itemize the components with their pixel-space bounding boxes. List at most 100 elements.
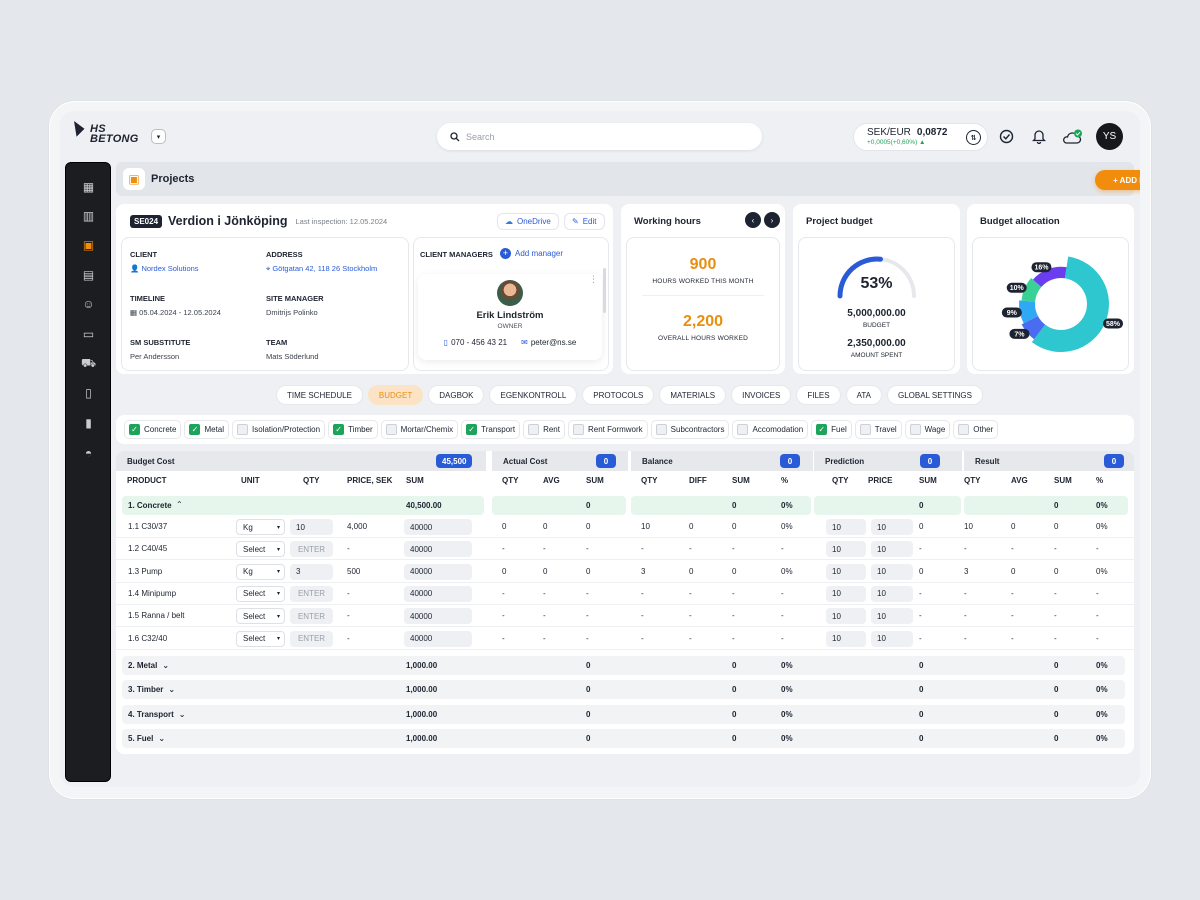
filter-isolation-protection[interactable]: Isolation/Protection — [232, 420, 326, 439]
unit-select[interactable]: Select ▾ — [236, 585, 285, 602]
onedrive-button[interactable]: ☁ OneDrive — [497, 213, 559, 230]
qty-input[interactable]: ENTER — [290, 541, 333, 558]
client-value[interactable]: 👤 Nordex Solutions — [130, 264, 199, 273]
tab-invoices[interactable]: INVOICES — [731, 385, 792, 405]
checkbox[interactable]: ✓ — [333, 424, 345, 435]
unit-select[interactable]: Select ▾ — [236, 541, 285, 558]
prediction-qty-input[interactable]: 10 — [826, 519, 866, 535]
tab-protocols[interactable]: PROTOCOLS — [582, 385, 655, 405]
donut-slice[interactable] — [1021, 315, 1046, 340]
checkbox[interactable]: ✓ — [466, 424, 478, 435]
prediction-qty-input[interactable]: 10 — [826, 608, 866, 625]
next-button[interactable]: › — [764, 212, 780, 228]
prediction-price-input[interactable]: 10 — [871, 630, 913, 647]
analytics-icon[interactable]: ▥ — [82, 208, 95, 223]
add-manager-button[interactable]: + Add manager — [500, 248, 563, 259]
tab-files[interactable]: FILES — [796, 385, 841, 405]
truck-icon[interactable]: ⛟ — [80, 355, 97, 370]
checkbox[interactable]: ✓ — [816, 424, 828, 435]
helmet-icon[interactable]: ◓ — [84, 445, 93, 460]
checkbox[interactable] — [528, 424, 540, 435]
search-input[interactable] — [466, 131, 746, 142]
filter-metal[interactable]: ✓ Metal — [184, 420, 230, 439]
filter-other[interactable]: Other — [953, 420, 999, 439]
donut-slice[interactable] — [1019, 300, 1038, 324]
address-value[interactable]: ⌖ Götgatan 42, 118 26 Stockholm — [266, 264, 378, 273]
group-row[interactable]: 5. Fuel ⌄ 1,000.00 0 0 0% 0 0 0% — [122, 728, 1125, 748]
prediction-qty-input[interactable]: 10 — [826, 630, 866, 647]
filter-transport[interactable]: ✓ Transport — [461, 420, 521, 439]
prediction-price-input[interactable]: 10 — [871, 608, 913, 625]
checkbox[interactable]: ✓ — [189, 424, 201, 435]
qty-input[interactable]: ENTER — [290, 585, 333, 602]
currency-convert-icon[interactable]: ⇅ — [966, 130, 981, 145]
prediction-price-input[interactable]: 10 — [871, 585, 913, 602]
group-row[interactable]: 4. Transport ⌄ 1,000.00 0 0 0% 0 0 0% — [122, 704, 1125, 724]
terminal-icon[interactable]: ▭ — [82, 326, 95, 341]
filter-concrete[interactable]: ✓ Concrete — [124, 420, 182, 439]
manager-phone[interactable]: ▯ 070 - 456 43 21 — [443, 338, 508, 347]
checkbox[interactable]: ✓ — [129, 424, 140, 435]
tab-dagbok[interactable]: DAGBOK — [428, 385, 485, 405]
donut-slice[interactable] — [1021, 278, 1042, 302]
prediction-price-input[interactable]: 10 — [871, 519, 913, 535]
unit-select[interactable]: Select ▾ — [236, 630, 285, 647]
filter-fuel[interactable]: ✓ Fuel — [811, 420, 852, 439]
checkbox[interactable] — [737, 424, 749, 435]
tab-time-schedule[interactable]: TIME SCHEDULE — [276, 385, 363, 405]
group-row[interactable]: 2. Metal ⌄ 1,000.00 0 0 0% 0 0 0% — [122, 656, 1125, 675]
checkbox[interactable] — [572, 424, 584, 435]
filter-mortar-chemix[interactable]: Mortar/Chemix — [380, 420, 459, 439]
edit-button[interactable]: ✎ Edit — [564, 213, 605, 230]
checkbox[interactable] — [909, 424, 921, 435]
group-row[interactable]: 3. Timber ⌄ 1,000.00 0 0 0% 0 0 0% — [122, 680, 1125, 700]
dashboard-icon[interactable]: ▦ — [82, 179, 95, 194]
projects-icon[interactable]: ▣ — [82, 237, 95, 252]
filter-wage[interactable]: Wage — [904, 420, 951, 439]
tab-global-settings[interactable]: GLOBAL SETTINGS — [886, 385, 983, 405]
chevron-up-icon[interactable]: ⌃ — [176, 500, 183, 509]
users-icon[interactable]: ☺ — [82, 296, 95, 311]
add-new-button[interactable]: + ADD NEW — [1095, 170, 1140, 190]
mobile-icon[interactable]: ▮ — [85, 415, 92, 430]
prediction-price-input[interactable]: 10 — [871, 563, 913, 580]
user-avatar[interactable]: YS — [1096, 123, 1123, 150]
checkbox[interactable] — [237, 424, 249, 435]
checkbox[interactable] — [385, 424, 397, 435]
checkbox[interactable] — [958, 424, 970, 435]
filter-timber[interactable]: ✓ Timber — [328, 420, 378, 439]
tab-ata[interactable]: ATA — [845, 385, 882, 405]
filter-rent[interactable]: Rent — [523, 420, 565, 439]
unit-select[interactable]: Select ▾ — [236, 608, 285, 625]
prediction-qty-input[interactable]: 10 — [826, 585, 866, 602]
checkbox[interactable] — [859, 424, 871, 435]
tab-budget[interactable]: BUDGET — [367, 385, 424, 405]
document-icon[interactable]: ▤ — [82, 267, 95, 282]
donut-slice[interactable] — [1032, 266, 1067, 287]
unit-select[interactable]: Kg ▾ — [236, 519, 285, 535]
clipboard-icon[interactable]: ▯ — [85, 385, 92, 400]
check-circle-icon[interactable] — [998, 128, 1015, 145]
tab-materials[interactable]: MATERIALS — [659, 385, 727, 405]
filter-subcontractors[interactable]: Subcontractors — [650, 420, 730, 439]
prediction-qty-input[interactable]: 10 — [826, 541, 866, 558]
qty-input[interactable]: ENTER — [290, 630, 333, 647]
filter-rent-formwork[interactable]: Rent Formwork — [567, 420, 648, 439]
prediction-price-input[interactable]: 10 — [871, 541, 913, 558]
checkbox[interactable] — [655, 424, 667, 435]
cloud-sync-icon[interactable] — [1062, 128, 1084, 145]
bell-icon[interactable] — [1030, 128, 1047, 145]
filter-travel[interactable]: Travel — [854, 420, 902, 439]
more-options-icon[interactable]: ⋮ — [589, 274, 598, 284]
manager-card[interactable]: Erik Lindström OWNER ▯ 070 - 456 43 21 ✉ pe… — [418, 274, 602, 360]
unit-select[interactable]: Kg ▾ — [236, 563, 285, 580]
search-bar[interactable] — [437, 123, 762, 150]
filter-accomodation[interactable]: Accomodation — [732, 420, 809, 439]
qty-input[interactable]: 3 — [290, 563, 333, 580]
currency-widget[interactable]: SEK/EUR 0,0872 +0,0005(+0,60%) ▲ ⇅ — [853, 123, 988, 151]
qty-input[interactable]: ENTER — [290, 608, 333, 625]
prev-button[interactable]: ‹ — [745, 212, 761, 228]
manager-email[interactable]: ✉ peter@ns.se — [521, 338, 577, 347]
qty-input[interactable]: 10 — [290, 519, 333, 535]
prediction-qty-input[interactable]: 10 — [826, 563, 866, 580]
